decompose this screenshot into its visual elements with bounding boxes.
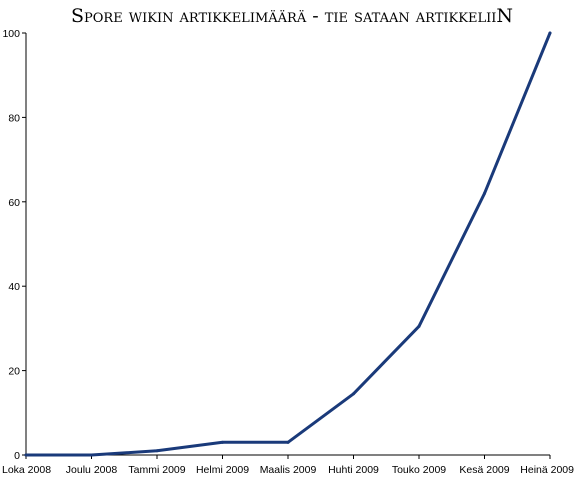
data-point xyxy=(221,440,224,444)
x-tick-label: Kesä 2009 xyxy=(459,464,509,476)
data-point xyxy=(417,324,421,328)
x-tick-label: Touko 2009 xyxy=(392,464,446,476)
data-point xyxy=(352,392,355,396)
y-axis-ticks: 0 20 40 60 80 100 xyxy=(2,28,26,462)
x-tick-label: Heinä 2009 xyxy=(520,464,574,476)
data-point xyxy=(483,191,486,195)
y-tick-label: 20 xyxy=(8,366,20,378)
x-tick-label: Helmi 2009 xyxy=(196,464,249,476)
series-group xyxy=(24,31,552,457)
x-tick-label: Loka 2008 xyxy=(2,464,51,476)
y-tick-label: 60 xyxy=(8,197,20,209)
x-tick-label: Joulu 2008 xyxy=(66,464,118,476)
data-point xyxy=(155,449,159,453)
x-axis-ticks: Loka 2008 Joulu 2008 Tammi 2009 Helmi 2009 M… xyxy=(2,455,574,476)
data-point xyxy=(548,31,552,35)
chart-title: Spore wikin artikkelimäärä - tie sataan … xyxy=(71,5,513,27)
x-tick-label: Tammi 2009 xyxy=(128,464,185,476)
data-point xyxy=(24,453,28,457)
axes xyxy=(25,33,550,456)
series-line xyxy=(24,31,552,457)
y-tick-label: 100 xyxy=(2,28,20,40)
y-tick-label: 40 xyxy=(8,281,20,293)
data-point xyxy=(90,453,93,457)
data-point xyxy=(286,440,290,444)
y-tick-label: 0 xyxy=(14,450,20,462)
x-tick-label: Maalis 2009 xyxy=(260,464,317,476)
y-tick-label: 80 xyxy=(8,112,20,124)
x-tick-label: Huhti 2009 xyxy=(328,464,379,476)
